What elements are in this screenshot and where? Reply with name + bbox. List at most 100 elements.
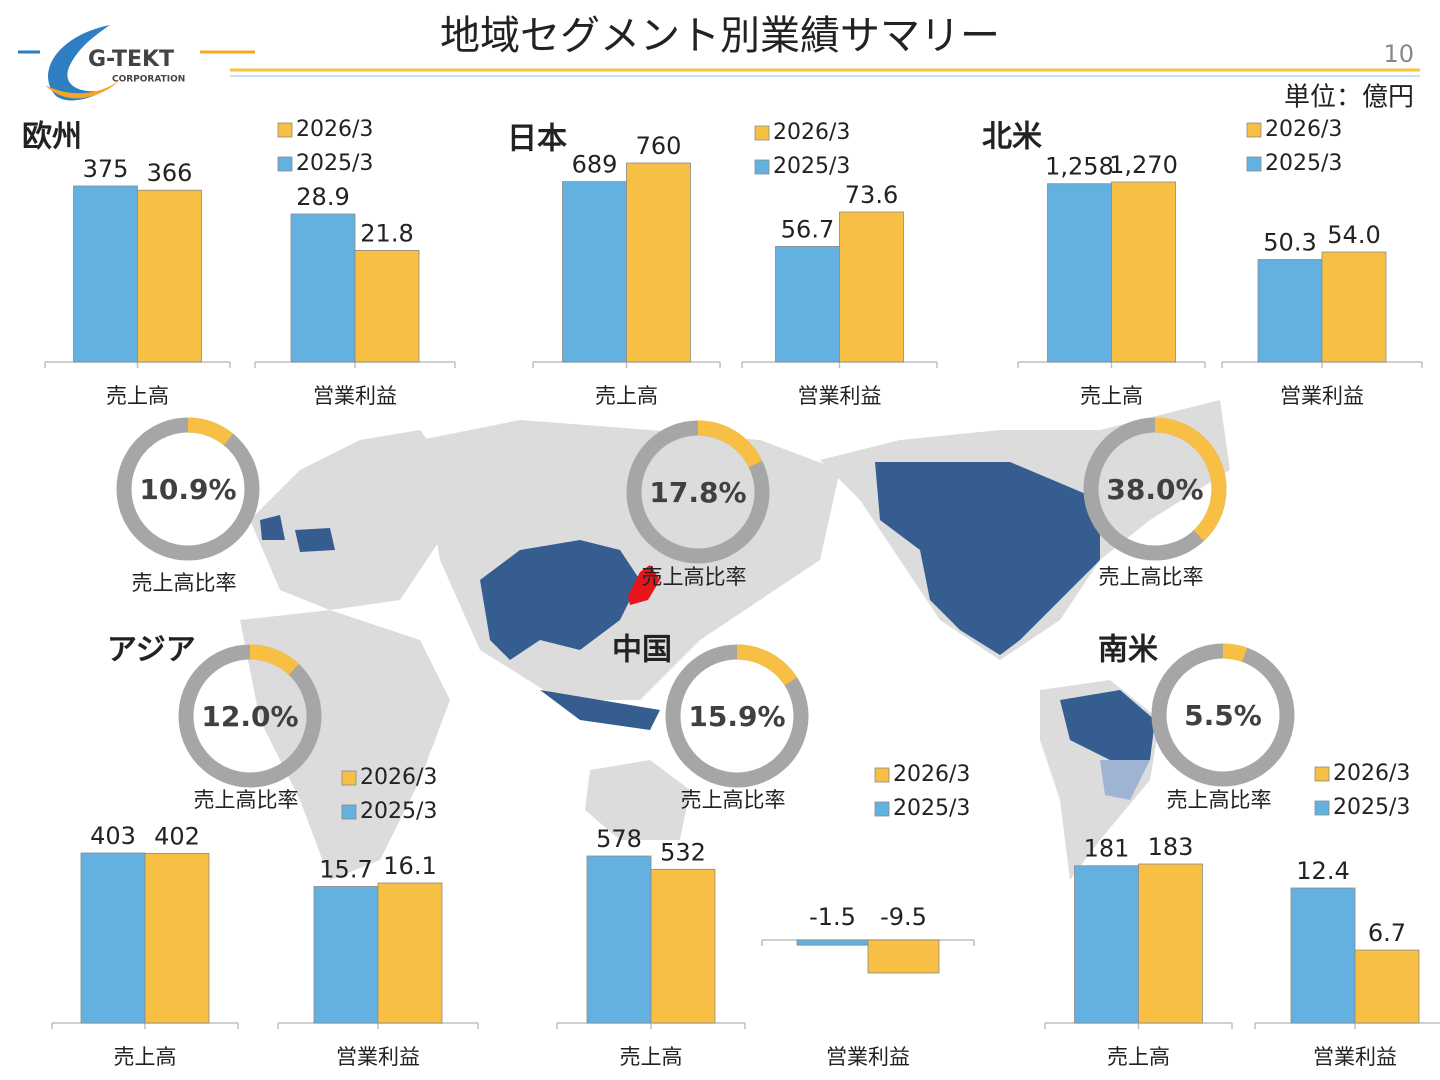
bar — [626, 162, 691, 363]
legend-label: 2025/3 — [1333, 795, 1410, 820]
value-label: 375 — [83, 155, 129, 183]
bar — [137, 189, 202, 363]
donut-value: 15.9% — [688, 700, 785, 733]
bar — [867, 939, 940, 974]
value-label: 183 — [1148, 833, 1194, 861]
slide-title: 地域セグメント別業績サマリー — [440, 13, 1000, 59]
map-europe-highlight — [260, 515, 335, 552]
bar — [80, 852, 146, 1024]
bar — [839, 211, 904, 363]
legend-swatch — [1314, 766, 1330, 782]
category-label: 営業利益 — [826, 1045, 910, 1069]
donut-value: 12.0% — [201, 700, 298, 733]
region-title: 中国 — [612, 633, 672, 668]
value-label: 578 — [596, 825, 642, 853]
legend-label: 2025/3 — [296, 151, 373, 176]
bar — [1111, 181, 1176, 363]
value-label: -9.5 — [880, 903, 927, 931]
donut-title: 売上高比率 — [1099, 565, 1204, 589]
legend-swatch — [1314, 800, 1330, 816]
bar — [1354, 949, 1420, 1024]
value-label: 54.0 — [1327, 221, 1380, 249]
value-label: 1,258 — [1045, 153, 1114, 181]
donut-value: 5.5% — [1184, 699, 1262, 732]
category-label: 営業利益 — [798, 384, 882, 408]
donut-title: 売上高比率 — [642, 565, 747, 589]
legend-swatch — [874, 801, 890, 817]
legend-swatch — [341, 770, 357, 786]
donut-segment — [1222, 643, 1248, 662]
value-label: 12.4 — [1296, 857, 1349, 885]
map-europe — [250, 430, 450, 610]
legend-swatch — [1246, 156, 1262, 172]
map-japan — [628, 565, 660, 605]
category-label: 売上高 — [1080, 384, 1143, 408]
bar — [144, 853, 210, 1024]
bar — [73, 185, 138, 363]
donut-segment — [187, 417, 234, 446]
legend-swatch — [754, 159, 770, 175]
legend-label: 2025/3 — [893, 796, 970, 821]
value-label: 402 — [154, 822, 200, 850]
value-label: 366 — [147, 159, 193, 187]
value-label: 21.8 — [360, 219, 413, 247]
category-label: 営業利益 — [313, 384, 397, 408]
legend-label: 2026/3 — [360, 765, 437, 790]
legend-swatch — [277, 156, 293, 172]
donut-title: 売上高比率 — [681, 788, 786, 812]
bar — [290, 213, 356, 363]
legend-label: 2025/3 — [1265, 151, 1342, 176]
legend-swatch — [1246, 122, 1262, 138]
legend-label: 2026/3 — [773, 120, 850, 145]
bar — [562, 181, 627, 363]
legend-label: 2026/3 — [296, 117, 373, 142]
region-title: 北米 — [982, 120, 1042, 155]
bar — [1047, 183, 1112, 363]
region-title: 欧州 — [22, 120, 82, 155]
bar — [1138, 863, 1203, 1024]
value-label: 181 — [1084, 835, 1130, 863]
bar — [650, 868, 716, 1024]
map-australia — [585, 760, 690, 840]
bar — [354, 249, 420, 363]
value-label: -1.5 — [809, 903, 856, 931]
map-brazil-highlight — [1060, 690, 1155, 760]
bar — [1257, 259, 1323, 363]
value-label: 50.3 — [1263, 229, 1316, 257]
value-label: 1,270 — [1109, 151, 1178, 179]
bar — [1321, 251, 1387, 363]
bar — [796, 939, 869, 946]
donut-value: 38.0% — [1106, 473, 1203, 506]
category-label: 営業利益 — [336, 1045, 420, 1069]
bar — [1290, 887, 1356, 1024]
legend-swatch — [874, 767, 890, 783]
legend-label: 2026/3 — [1333, 761, 1410, 786]
value-label: 15.7 — [319, 855, 372, 883]
logo-swoosh — [48, 25, 110, 101]
legend-swatch — [341, 804, 357, 820]
logo: G-TEKT CORPORATION — [18, 25, 255, 101]
value-label: 760 — [636, 132, 682, 160]
category-label: 売上高 — [114, 1045, 177, 1069]
category-label: 売上高 — [620, 1045, 683, 1069]
legend-label: 2026/3 — [893, 762, 970, 787]
donut-segment — [1154, 417, 1227, 542]
donut-segment — [736, 644, 798, 686]
region-title: アジア — [107, 633, 196, 668]
value-label: 532 — [660, 838, 706, 866]
logo-swoosh-orange — [45, 80, 120, 99]
value-label: 403 — [90, 822, 136, 850]
map-america-highlight — [875, 462, 1100, 655]
region-title: 日本 — [507, 122, 567, 157]
bar — [377, 882, 443, 1024]
value-label: 689 — [572, 151, 618, 179]
legend-label: 2025/3 — [773, 154, 850, 179]
region-title: 南米 — [1098, 633, 1158, 668]
donut-title: 売上高比率 — [194, 788, 299, 812]
bar — [313, 886, 379, 1024]
value-label: 16.1 — [383, 852, 436, 880]
legend-label: 2026/3 — [1265, 117, 1342, 142]
category-label: 売上高 — [595, 384, 658, 408]
category-label: 営業利益 — [1280, 384, 1364, 408]
